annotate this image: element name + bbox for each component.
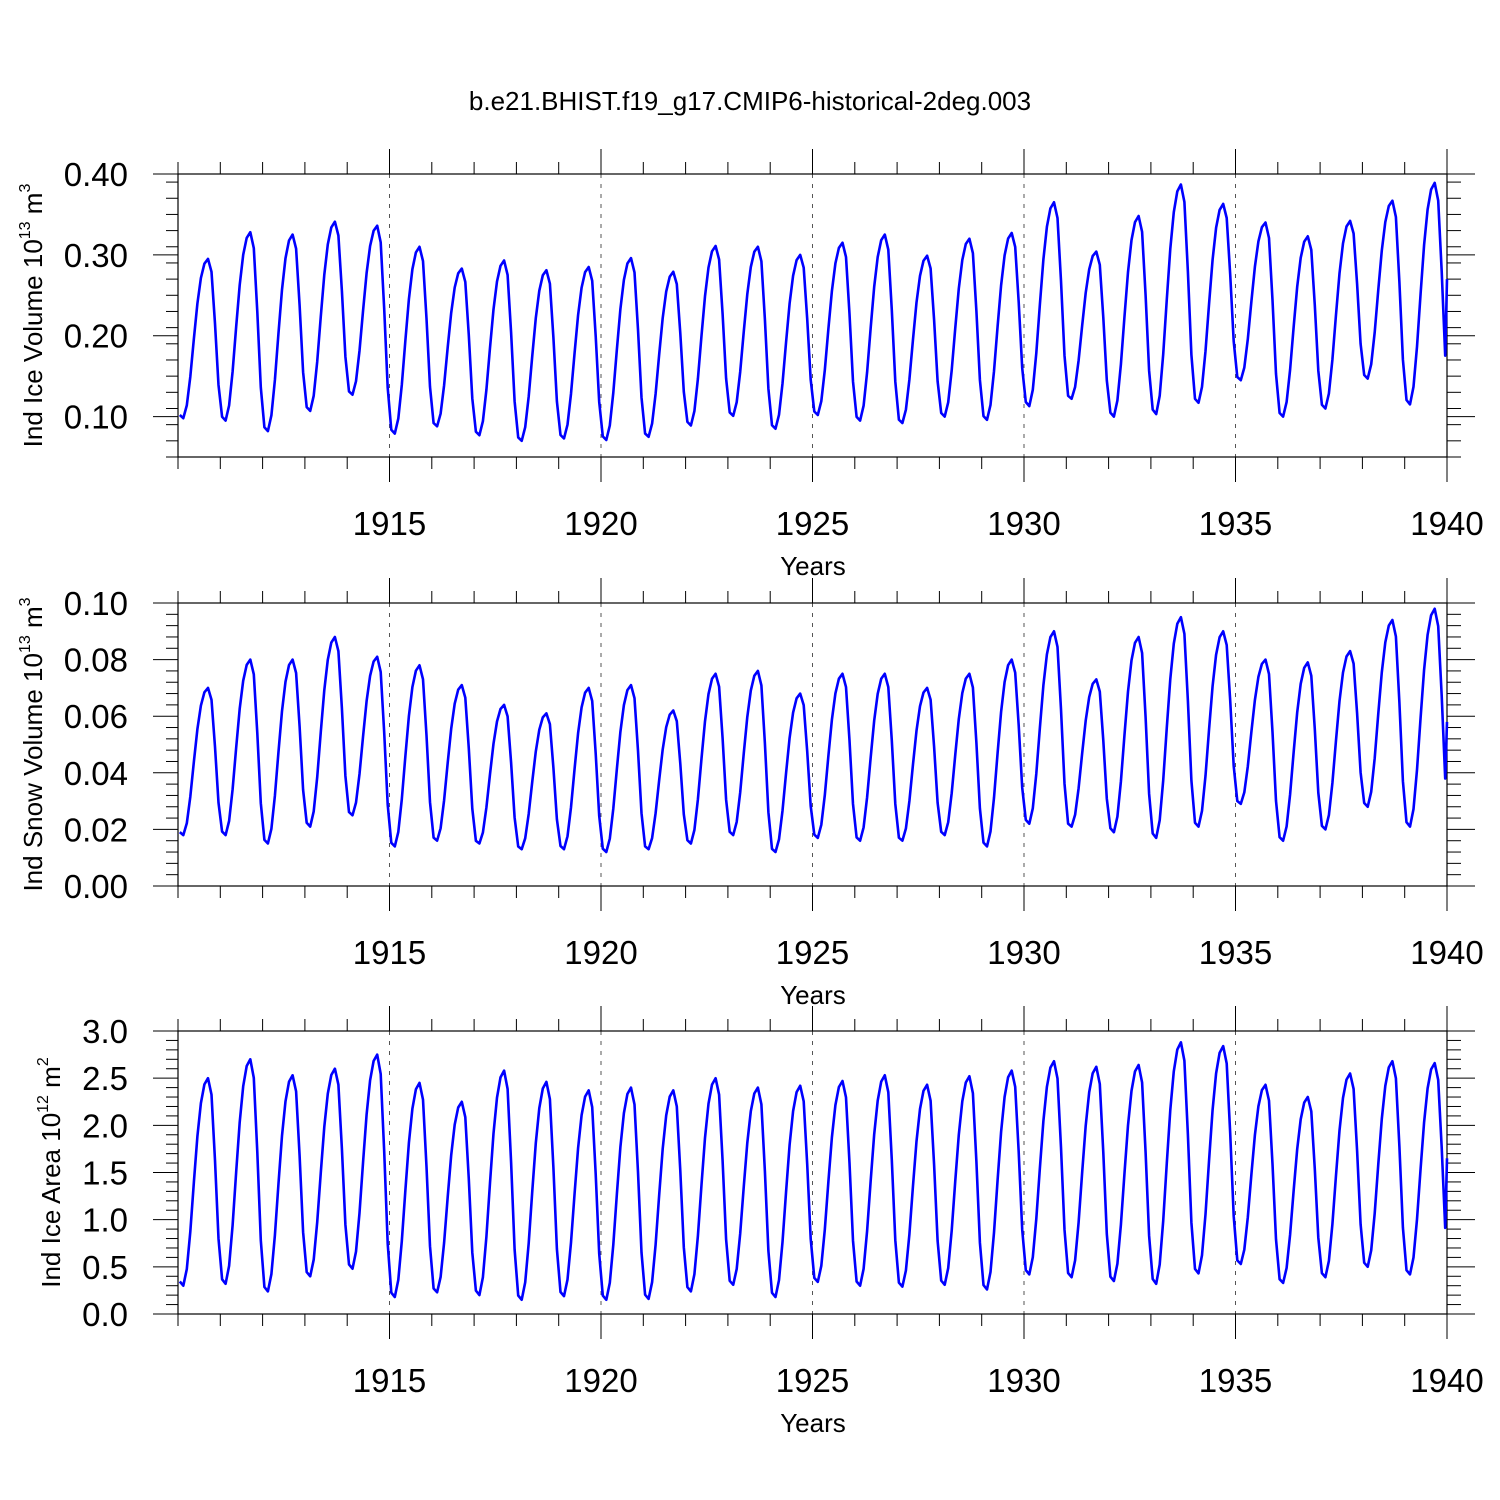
y-tick-label: 0.20 bbox=[64, 318, 128, 355]
figure-title: b.e21.BHIST.f19_g17.CMIP6-historical-2de… bbox=[469, 86, 1031, 116]
x-axis-label: Years bbox=[780, 980, 846, 1010]
x-tick-label: 1925 bbox=[776, 1362, 849, 1399]
y-tick-label: 2.5 bbox=[82, 1060, 128, 1097]
x-tick-label: 1940 bbox=[1410, 1362, 1483, 1399]
x-tick-label: 1940 bbox=[1410, 505, 1483, 542]
y-axis-label: Ind Ice Volume 1013 m3 bbox=[17, 184, 48, 448]
y-tick-label: 0.04 bbox=[64, 755, 128, 792]
y-tick-label: 0.08 bbox=[64, 642, 128, 679]
y-tick-label: 0.30 bbox=[64, 237, 128, 274]
y-tick-label: 0.02 bbox=[64, 811, 128, 848]
x-axis-label: Years bbox=[780, 551, 846, 581]
y-tick-label: 2.0 bbox=[82, 1107, 128, 1144]
y-tick-label: 1.5 bbox=[82, 1155, 128, 1192]
x-tick-label: 1915 bbox=[353, 1362, 426, 1399]
y-tick-label: 0.10 bbox=[64, 399, 128, 436]
y-tick-label: 3.0 bbox=[82, 1013, 128, 1050]
chart-panel-2: 0.00 0.02 0.04 0.06 0.08 0.10 1915 1920 1925 1930… bbox=[17, 578, 1484, 1010]
y-tick-label: 0.06 bbox=[64, 698, 128, 735]
x-axis-label: Years bbox=[780, 1408, 846, 1438]
series-line bbox=[178, 607, 1449, 854]
y-tick-label: 0.40 bbox=[64, 156, 128, 193]
y-tick-label: 0.0 bbox=[82, 1296, 128, 1333]
x-tick-label: 1930 bbox=[987, 1362, 1060, 1399]
x-tick-label: 1925 bbox=[776, 934, 849, 971]
y-tick-label: 0.00 bbox=[64, 868, 128, 905]
series-line bbox=[178, 1041, 1449, 1302]
y-tick-label: 0.5 bbox=[82, 1249, 128, 1286]
chart-panel-3: 0.0 0.5 1.0 1.5 2.0 2.5 3.0 1915 1920 1925 1930 193… bbox=[35, 1006, 1484, 1438]
x-tick-label: 1920 bbox=[564, 505, 637, 542]
chart-panel-1: 0.10 0.20 0.30 0.40 1915 1920 1925 1930 1935 1940… bbox=[17, 149, 1484, 581]
y-axis-label: Ind Ice Area 1012 m2 bbox=[35, 1057, 66, 1288]
series-line bbox=[178, 181, 1449, 443]
x-tick-label: 1915 bbox=[353, 505, 426, 542]
y-axis-label: Ind Snow Volume 1013 m3 bbox=[17, 597, 48, 891]
x-tick-label: 1935 bbox=[1199, 1362, 1272, 1399]
x-tick-label: 1920 bbox=[564, 1362, 637, 1399]
x-tick-label: 1925 bbox=[776, 505, 849, 542]
y-tick-label: 1.0 bbox=[82, 1202, 128, 1239]
x-tick-label: 1930 bbox=[987, 934, 1060, 971]
x-tick-label: 1920 bbox=[564, 934, 637, 971]
x-tick-label: 1915 bbox=[353, 934, 426, 971]
y-tick-label: 0.10 bbox=[64, 585, 128, 622]
x-tick-label: 1935 bbox=[1199, 934, 1272, 971]
x-tick-label: 1935 bbox=[1199, 505, 1272, 542]
x-tick-label: 1940 bbox=[1410, 934, 1483, 971]
panels: 0.10 0.20 0.30 0.40 1915 1920 1925 1930 1935 1940… bbox=[17, 149, 1484, 1438]
x-tick-label: 1930 bbox=[987, 505, 1060, 542]
